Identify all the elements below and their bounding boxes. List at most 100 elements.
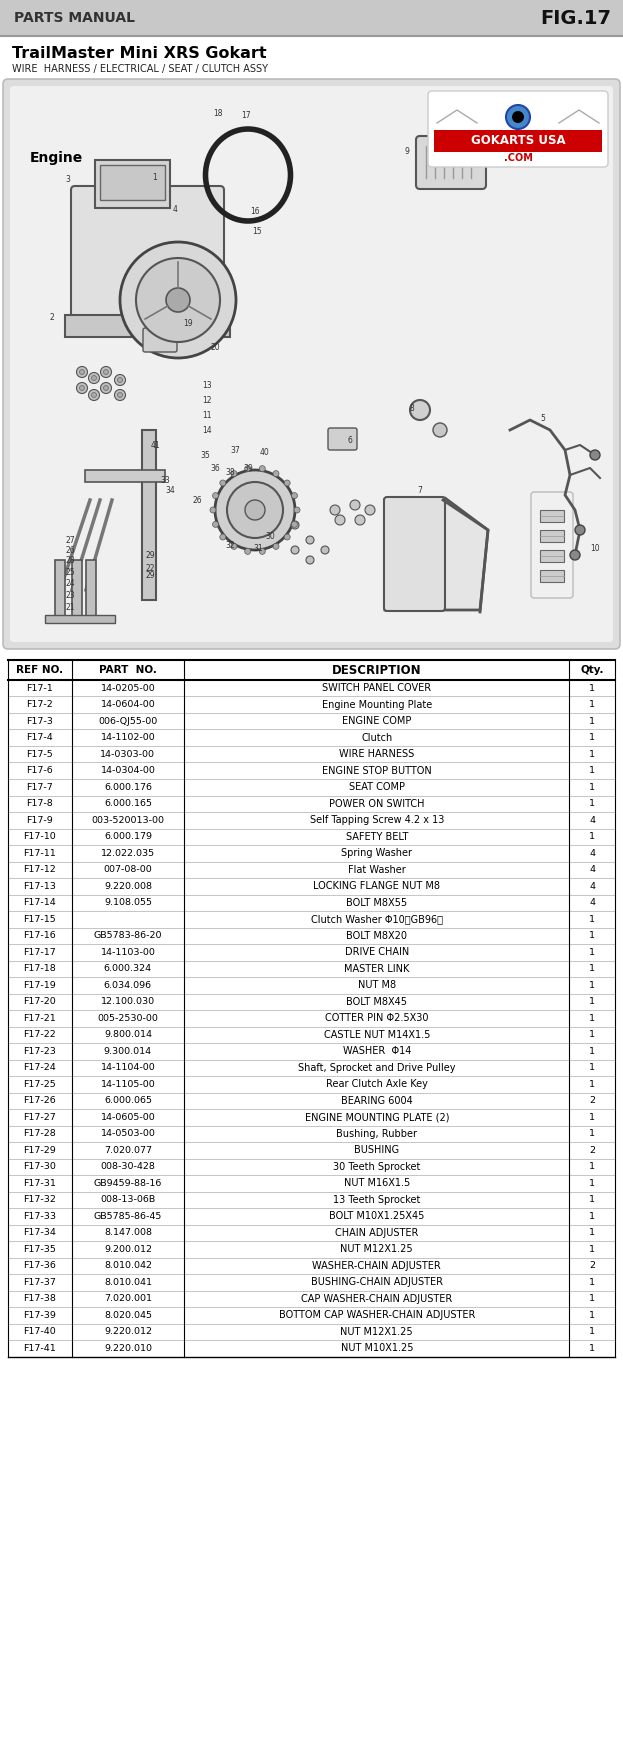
- Text: 14-0503-00: 14-0503-00: [100, 1129, 155, 1138]
- Bar: [8, 1340, 615, 1357]
- Circle shape: [575, 525, 585, 536]
- Circle shape: [92, 375, 97, 380]
- Text: 14-1103-00: 14-1103-00: [100, 947, 155, 956]
- Text: 1: 1: [589, 700, 595, 709]
- Text: 12.022.035: 12.022.035: [101, 849, 155, 858]
- Text: F17-41: F17-41: [24, 1343, 56, 1354]
- Text: F17-13: F17-13: [24, 883, 56, 891]
- Polygon shape: [385, 497, 488, 609]
- Text: 12: 12: [202, 396, 212, 404]
- Text: 24: 24: [65, 578, 75, 588]
- Text: Self Tapping Screw 4.2 x 13: Self Tapping Screw 4.2 x 13: [310, 816, 444, 825]
- Text: F17-14: F17-14: [24, 898, 56, 907]
- Text: 29: 29: [145, 571, 155, 580]
- Text: F17-11: F17-11: [24, 849, 56, 858]
- Circle shape: [365, 504, 375, 515]
- Circle shape: [590, 450, 600, 461]
- Text: 31: 31: [253, 543, 263, 553]
- Circle shape: [120, 242, 236, 357]
- Text: 27: 27: [65, 536, 75, 545]
- Bar: [8, 1026, 615, 1044]
- Text: REF NO.: REF NO.: [16, 665, 64, 674]
- Circle shape: [259, 466, 265, 471]
- Text: F17-28: F17-28: [24, 1129, 56, 1138]
- Bar: [8, 795, 615, 812]
- Circle shape: [291, 522, 299, 529]
- Text: 1: 1: [589, 1014, 595, 1023]
- Text: 8.010.042: 8.010.042: [104, 1261, 152, 1269]
- Text: 1: 1: [589, 683, 595, 693]
- Text: NUT M12X1.25: NUT M12X1.25: [340, 1327, 413, 1336]
- Text: 2: 2: [589, 1261, 595, 1269]
- Bar: [8, 1159, 615, 1175]
- FancyBboxPatch shape: [428, 91, 608, 166]
- Text: 1: 1: [589, 734, 595, 742]
- Bar: [8, 746, 615, 762]
- Text: F17-10: F17-10: [24, 832, 56, 840]
- Text: 6.000.179: 6.000.179: [104, 832, 152, 840]
- Text: F17-40: F17-40: [24, 1327, 56, 1336]
- Bar: [8, 993, 615, 1010]
- Text: 1: 1: [589, 1278, 595, 1287]
- Text: 38: 38: [225, 468, 235, 476]
- Bar: [8, 1275, 615, 1290]
- Text: 006-QJ55-00: 006-QJ55-00: [98, 716, 158, 725]
- Text: WIRE  HARNESS / ELECTRICAL / SEAT / CLUTCH ASSY: WIRE HARNESS / ELECTRICAL / SEAT / CLUTC…: [12, 65, 268, 74]
- Circle shape: [231, 471, 237, 476]
- Text: 14-1104-00: 14-1104-00: [100, 1063, 155, 1072]
- Text: F17-37: F17-37: [24, 1278, 56, 1287]
- Text: 26: 26: [192, 496, 202, 504]
- Circle shape: [100, 382, 112, 394]
- Text: CASTLE NUT M14X1.5: CASTLE NUT M14X1.5: [323, 1030, 430, 1040]
- Text: F17-30: F17-30: [24, 1163, 56, 1171]
- Text: BEARING 6004: BEARING 6004: [341, 1096, 412, 1105]
- Text: 1: 1: [589, 998, 595, 1007]
- Circle shape: [136, 257, 220, 341]
- Circle shape: [245, 548, 250, 555]
- Circle shape: [570, 550, 580, 560]
- Text: 1: 1: [589, 981, 595, 989]
- Text: 7: 7: [417, 485, 422, 494]
- Circle shape: [103, 369, 108, 375]
- Text: 1: 1: [589, 798, 595, 809]
- Circle shape: [80, 369, 85, 375]
- Bar: [8, 1108, 615, 1126]
- Circle shape: [166, 287, 190, 312]
- Text: F17-12: F17-12: [24, 865, 56, 874]
- FancyBboxPatch shape: [384, 497, 445, 611]
- Text: 15: 15: [252, 228, 262, 236]
- Bar: [8, 1324, 615, 1340]
- Text: GOKARTS USA: GOKARTS USA: [471, 135, 565, 147]
- Bar: [8, 1059, 615, 1077]
- Text: F17-33: F17-33: [24, 1212, 56, 1220]
- Circle shape: [506, 105, 530, 130]
- Text: PARTS MANUAL: PARTS MANUAL: [14, 11, 135, 25]
- Bar: [100, 165, 165, 200]
- Text: Engine: Engine: [30, 151, 83, 165]
- Text: 6.000.165: 6.000.165: [104, 798, 152, 809]
- Bar: [8, 713, 615, 730]
- Text: F17-5: F17-5: [27, 749, 53, 758]
- Text: 21: 21: [65, 602, 75, 611]
- Text: 2: 2: [589, 1096, 595, 1105]
- Text: WASHER-CHAIN ADJUSTER: WASHER-CHAIN ADJUSTER: [312, 1261, 441, 1271]
- Text: 13 Teeth Sprocket: 13 Teeth Sprocket: [333, 1194, 421, 1205]
- Circle shape: [273, 471, 279, 476]
- Circle shape: [118, 378, 123, 382]
- Text: SAFETY BELT: SAFETY BELT: [346, 832, 408, 842]
- Text: 1: 1: [589, 1030, 595, 1040]
- Text: 18: 18: [213, 109, 223, 117]
- Bar: [8, 1224, 615, 1241]
- Circle shape: [512, 110, 524, 123]
- Text: 2: 2: [50, 313, 54, 322]
- Bar: [8, 697, 615, 713]
- Text: TrailMaster Mini XRS Gokart: TrailMaster Mini XRS Gokart: [12, 47, 267, 61]
- Text: BOLT M10X1.25X45: BOLT M10X1.25X45: [329, 1212, 424, 1220]
- Text: 1: 1: [589, 1343, 595, 1354]
- Text: CAP WASHER-CHAIN ADJUSTER: CAP WASHER-CHAIN ADJUSTER: [301, 1294, 452, 1304]
- Circle shape: [245, 466, 250, 471]
- Bar: [8, 1077, 615, 1093]
- Bar: [8, 812, 615, 828]
- Text: 12.100.030: 12.100.030: [101, 998, 155, 1007]
- FancyBboxPatch shape: [531, 492, 573, 599]
